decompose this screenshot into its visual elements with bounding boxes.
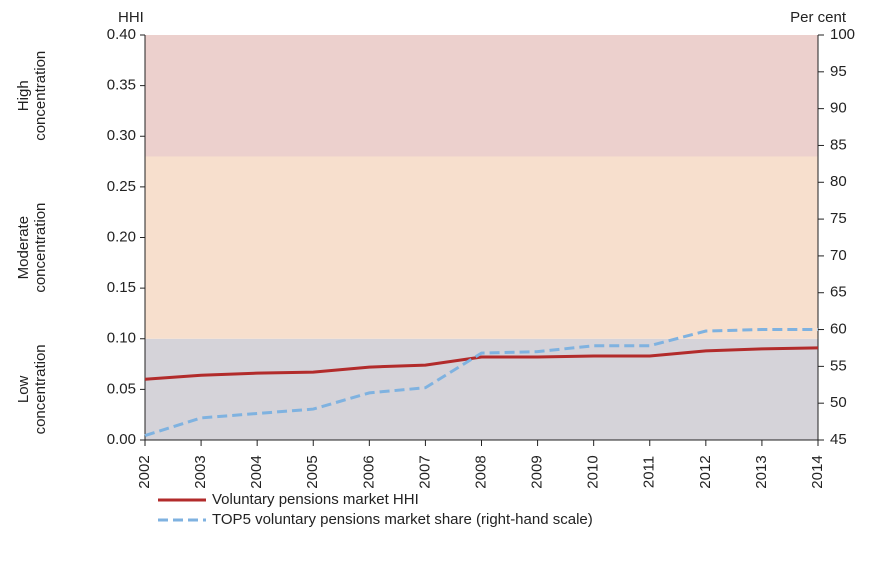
x-tick-label: 2011	[641, 456, 658, 488]
x-tick-label: 2008	[472, 455, 489, 488]
y2-tick-label: 60	[830, 321, 847, 338]
x-tick-label: 2014	[809, 455, 826, 488]
y-tick-label: 0.30	[107, 127, 136, 144]
y2-tick-label: 100	[830, 26, 855, 43]
x-tick-label: 2006	[360, 455, 377, 488]
band-label: concentration	[32, 51, 49, 141]
x-tick-label: 2010	[585, 455, 602, 488]
y-tick-label: 0.20	[107, 228, 136, 245]
y-tick-label: 0.40	[107, 26, 136, 43]
y-tick-label: 0.10	[107, 330, 136, 347]
y2-tick-label: 65	[830, 284, 847, 301]
band-label: concentration	[32, 203, 49, 293]
y2-tick-label: 50	[830, 394, 847, 411]
band-label: concentration	[32, 344, 49, 434]
y2-tick-label: 45	[830, 431, 847, 448]
series-line	[144, 346, 819, 381]
y2-tick-label: 80	[830, 173, 847, 190]
y2-tick-label: 55	[830, 357, 847, 374]
band-label: Moderate	[15, 216, 32, 279]
band	[145, 35, 818, 157]
legend-label: Voluntary pensions market HHI	[212, 491, 419, 508]
y-tick-label: 0.05	[107, 380, 136, 397]
legend-label: TOP5 voluntary pensions market share (ri…	[212, 511, 593, 528]
x-tick-label: 2005	[304, 455, 321, 488]
y-tick-label: 0.35	[107, 77, 136, 94]
x-tick-label: 2003	[192, 455, 209, 488]
y2-tick-label: 95	[830, 63, 847, 80]
y-tick-label: 0.25	[107, 178, 136, 195]
y2-tick-label: 85	[830, 136, 847, 153]
y-tick-label: 0.00	[107, 431, 136, 448]
x-tick-label: 2012	[697, 455, 714, 488]
x-tick-label: 2002	[136, 455, 153, 488]
y2-tick-label: 75	[830, 210, 847, 227]
y-axis-label: HHI	[118, 9, 144, 26]
y2-axis-label: Per cent	[790, 9, 847, 26]
band-label: High	[15, 80, 32, 111]
y2-tick-label: 70	[830, 247, 847, 264]
band	[145, 156, 818, 339]
x-tick-label: 2007	[416, 455, 433, 488]
y-tick-label: 0.15	[107, 279, 136, 296]
band-label: Low	[15, 375, 32, 403]
x-tick-label: 2013	[753, 455, 770, 488]
x-tick-label: 2009	[529, 455, 546, 488]
x-tick-label: 2004	[248, 455, 265, 488]
y2-tick-label: 90	[830, 100, 847, 117]
series-line	[144, 328, 818, 438]
